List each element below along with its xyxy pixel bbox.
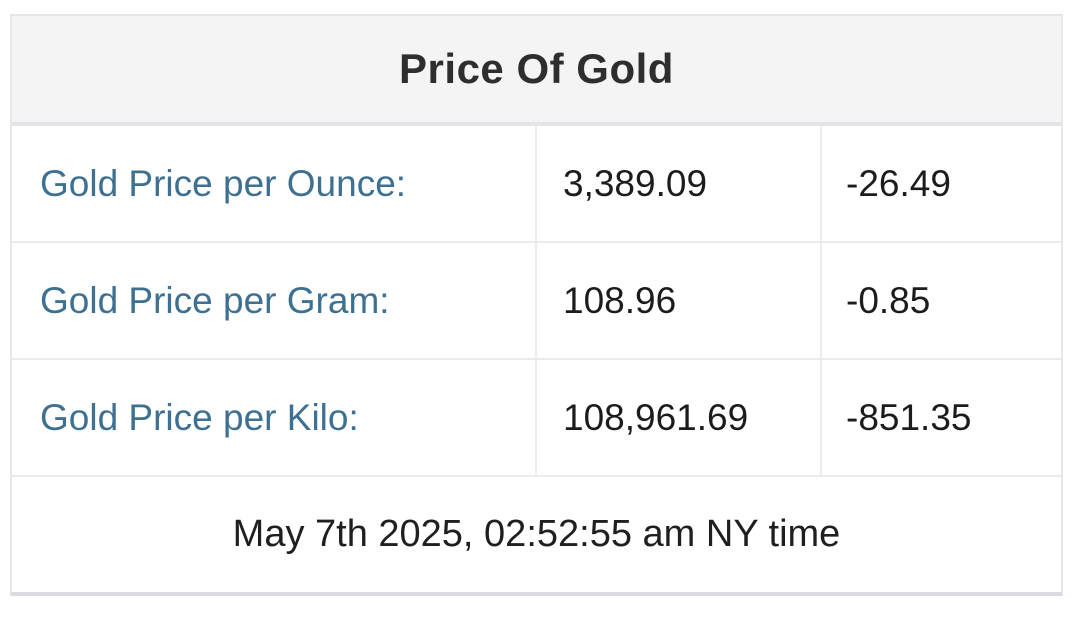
page-title: Price Of Gold	[399, 45, 674, 92]
kilo-change-value: -851.35	[846, 396, 972, 438]
ounce-change-value: -26.49	[846, 162, 951, 204]
kilo-price-value: 108,961.69	[537, 360, 822, 475]
table-row: Gold Price per Gram: 108.96 -0.85	[12, 243, 1061, 360]
table-footer: May 7th 2025, 02:52:55 am NY time	[12, 477, 1061, 592]
table-row: Gold Price per Kilo: 108,961.69 -851.35	[12, 360, 1061, 477]
gold-price-per-ounce-link[interactable]: Gold Price per Ounce:	[12, 126, 537, 241]
table-header: Price Of Gold	[12, 16, 1061, 126]
ounce-price-value: 3,389.09	[537, 126, 822, 241]
gram-price-value: 108.96	[537, 243, 822, 358]
timestamp-text: May 7th 2025, 02:52:55 am NY time	[232, 513, 841, 555]
gold-price-per-gram-link[interactable]: Gold Price per Gram:	[12, 243, 537, 358]
table-row: Gold Price per Ounce: 3,389.09 -26.49	[12, 126, 1061, 243]
gold-price-per-kilo-link[interactable]: Gold Price per Kilo:	[12, 360, 537, 475]
gram-change-value: -0.85	[846, 279, 931, 321]
gold-price-table: Price Of Gold Gold Price per Ounce: 3,38…	[10, 14, 1063, 596]
